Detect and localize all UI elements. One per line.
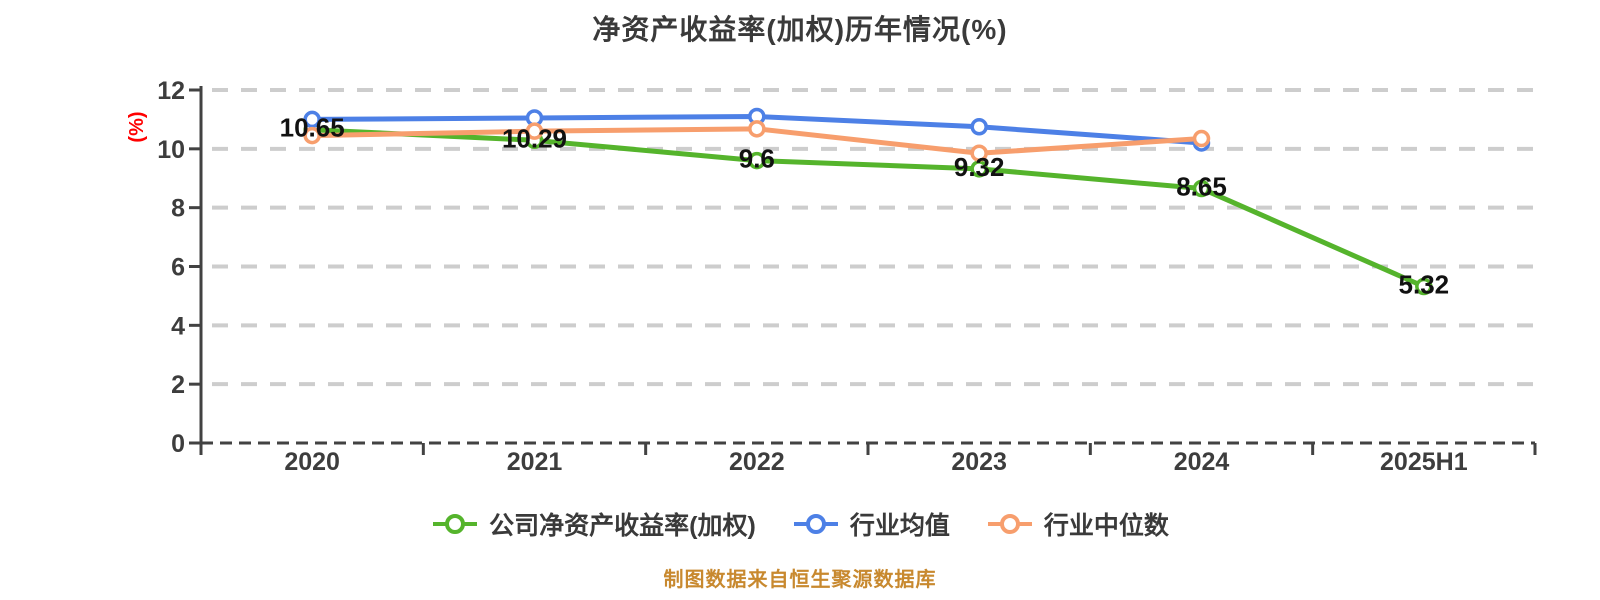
legend-marker-icon bbox=[433, 514, 478, 534]
x-tick-label: 2022 bbox=[729, 448, 785, 476]
point-value-label: 9.6 bbox=[739, 144, 775, 174]
point-value-label: 5.32 bbox=[1399, 270, 1450, 300]
legend-item[interactable]: 行业均值 bbox=[792, 506, 950, 542]
data-point bbox=[970, 118, 988, 136]
data-point bbox=[1192, 129, 1211, 148]
series-line bbox=[309, 127, 1427, 290]
y-tick-label: 8 bbox=[171, 195, 185, 223]
x-tick-label: 2025H1 bbox=[1380, 448, 1468, 476]
point-value-label: 9.32 bbox=[954, 152, 1005, 182]
legend-item[interactable]: 行业中位数 bbox=[986, 506, 1169, 542]
data-point bbox=[1415, 277, 1433, 296]
data-point bbox=[1192, 179, 1211, 198]
legend-marker-icon bbox=[987, 514, 1032, 534]
data-source-note: 制图数据来自恒生聚源数据库 bbox=[663, 569, 937, 591]
data-point bbox=[303, 126, 321, 145]
chart-title: 净资产收益率(加权)历年情况(%) bbox=[592, 14, 1008, 45]
legend-label: 行业中位数 bbox=[1043, 512, 1169, 540]
legend: 公司净资产收益率(加权) 行业均值 行业中位数 bbox=[0, 506, 1600, 542]
y-tick-label: 4 bbox=[171, 312, 185, 340]
legend-item[interactable]: 公司净资产收益率(加权) bbox=[431, 506, 756, 542]
data-point bbox=[525, 122, 544, 140]
x-tick-label: 2023 bbox=[951, 448, 1007, 476]
y-tick-label: 6 bbox=[171, 254, 185, 282]
x-tick-label: 2024 bbox=[1174, 448, 1230, 476]
y-tick-label: 0 bbox=[171, 430, 185, 458]
x-tick-label: 2020 bbox=[284, 448, 340, 476]
y-tick-label: 10 bbox=[157, 136, 185, 164]
y-axis-unit-label: (%) bbox=[126, 111, 148, 142]
data-point bbox=[970, 144, 988, 162]
legend-label: 行业均值 bbox=[849, 512, 950, 540]
y-tick-label: 12 bbox=[157, 77, 185, 105]
point-value-label: 10.65 bbox=[280, 113, 345, 143]
y-tick-label: 2 bbox=[171, 371, 185, 399]
point-value-label: 8.65 bbox=[1176, 172, 1227, 202]
legend-marker-icon bbox=[793, 514, 838, 534]
point-value-label: 10.29 bbox=[502, 123, 567, 153]
data-point bbox=[748, 151, 766, 170]
data-point bbox=[303, 110, 321, 129]
x-tick-label: 2021 bbox=[507, 448, 563, 476]
data-point bbox=[748, 120, 766, 138]
legend-label: 公司净资产收益率(加权) bbox=[489, 512, 756, 540]
